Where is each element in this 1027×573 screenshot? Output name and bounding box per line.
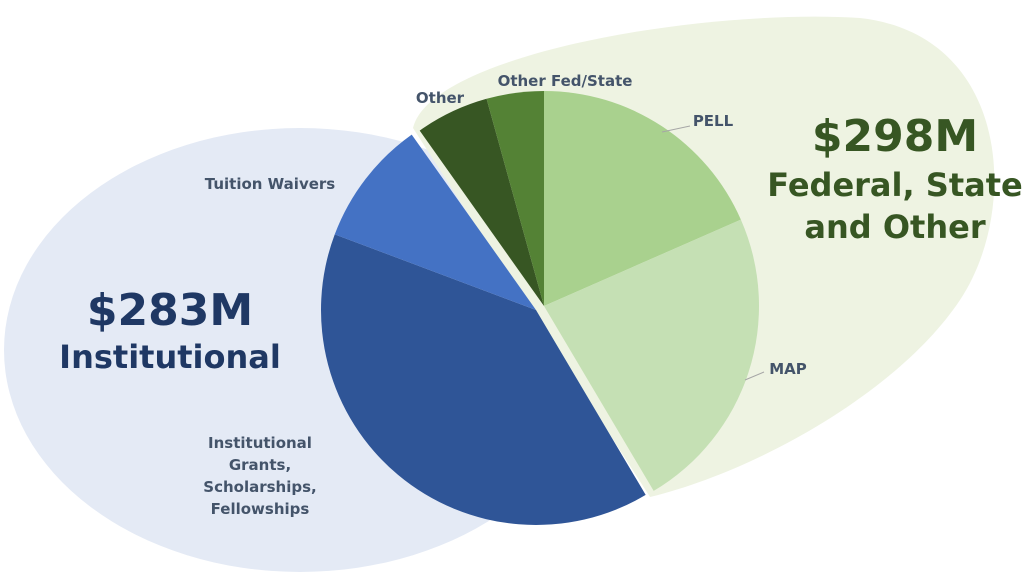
leader-line	[744, 371, 765, 381]
total-value: $283M	[86, 285, 254, 336]
total-label: Institutional	[59, 338, 281, 376]
total-label: Federal, State and Other	[767, 166, 1023, 246]
slice-label: Institutional Grants, Scholarships, Fell…	[203, 434, 317, 518]
pie-slice	[486, 91, 544, 306]
federal-total: $298M Federal, State and Other	[760, 110, 1027, 248]
total-value: $298M	[811, 111, 979, 162]
pie-slice	[544, 91, 741, 306]
institutional-total: $283M Institutional	[40, 285, 300, 377]
slice-label: Other	[415, 89, 465, 107]
pie-slice	[419, 98, 544, 306]
pie-slice	[321, 234, 646, 525]
pie-slice	[544, 219, 760, 491]
slice-label: Other Fed/State	[497, 72, 633, 90]
slice-label: PELL	[692, 112, 734, 130]
slice-label: Tuition Waivers	[204, 175, 336, 193]
slice-label: MAP	[769, 360, 807, 378]
pie-slice	[334, 134, 536, 310]
leader-line	[661, 125, 691, 133]
